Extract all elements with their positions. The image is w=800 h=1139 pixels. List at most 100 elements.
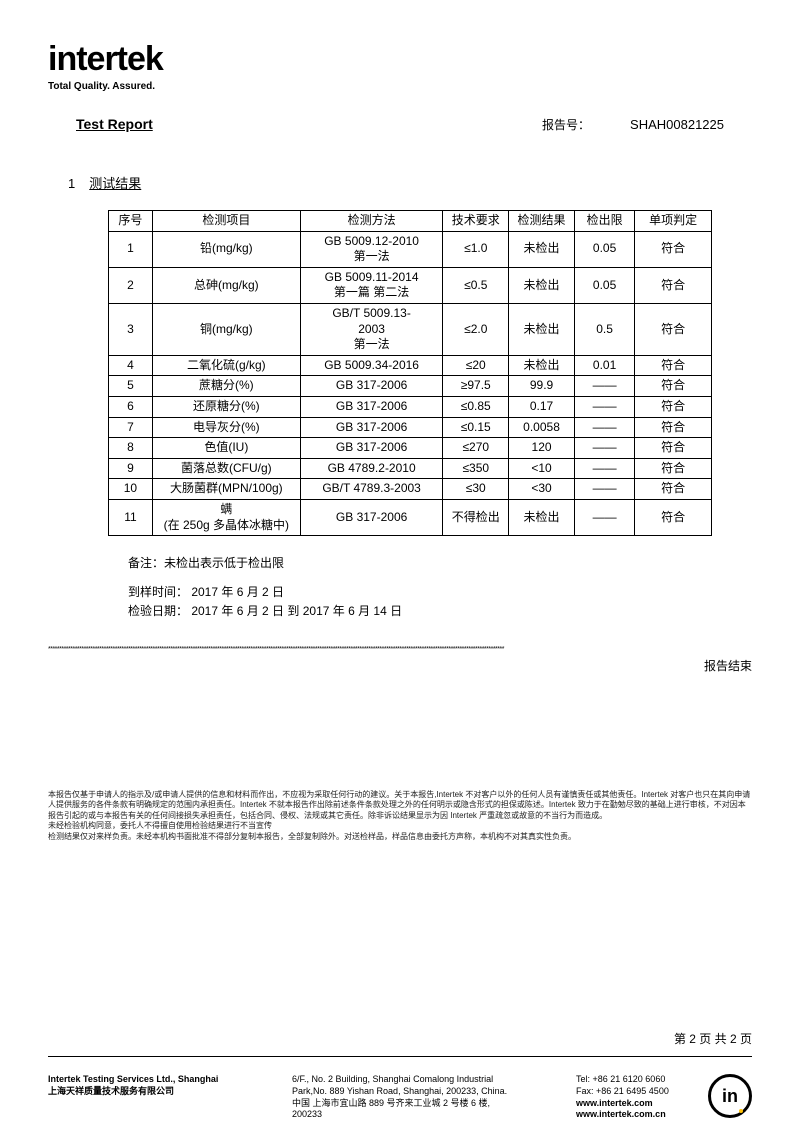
table-cell: GB 317-2006 (300, 396, 443, 417)
table-cell: ≥97.5 (443, 376, 509, 397)
table-cell: 未检出 (509, 267, 575, 303)
table-cell: ≤20 (443, 355, 509, 376)
table-cell: 3 (109, 303, 153, 355)
table-row: 7电导灰分(%)GB 317-2006≤0.150.0058——符合 (109, 417, 712, 438)
logo-tagline: Total Quality. Assured. (48, 81, 752, 92)
table-cell: GB 5009.11-2014第一篇 第二法 (300, 267, 443, 303)
table-cell: 未检出 (509, 499, 575, 535)
table-cell: 符合 (635, 499, 712, 535)
table-cell: 未检出 (509, 355, 575, 376)
table-cell: GB/T 5009.13-2003第一法 (300, 303, 443, 355)
table-cell: 总砷(mg/kg) (152, 267, 300, 303)
footer-contact: Tel: +86 21 6120 6060 Fax: +86 21 6495 4… (576, 1074, 684, 1121)
table-row: 5蔗糖分(%)GB 317-2006≥97.599.9——符合 (109, 376, 712, 397)
table-cell: ≤30 (443, 479, 509, 500)
addr-line: Park,No. 889 Yishan Road, Shanghai, 2002… (292, 1086, 552, 1098)
test-date: 检验日期： 2017 年 6 月 2 日 到 2017 年 6 月 14 日 (128, 602, 752, 621)
company-en: Intertek Testing Services Ltd., Shanghai (48, 1074, 268, 1086)
report-no: SHAH00821225 (630, 117, 724, 132)
table-cell: 120 (509, 438, 575, 459)
section-title: 测试结果 (89, 173, 141, 192)
table-cell: 5 (109, 376, 153, 397)
table-cell: 铅(mg/kg) (152, 231, 300, 267)
table-cell: 6 (109, 396, 153, 417)
table-cell: ≤0.5 (443, 267, 509, 303)
table-cell: 二氧化硫(g/kg) (152, 355, 300, 376)
addr-line: 6/F., No. 2 Building, Shanghai Comalong … (292, 1074, 552, 1086)
table-cell: 电导灰分(%) (152, 417, 300, 438)
table-cell: —— (574, 376, 634, 397)
table-row: 9菌落总数(CFU/g)GB 4789.2-2010≤350<10——符合 (109, 458, 712, 479)
table-cell: GB 317-2006 (300, 499, 443, 535)
results-table: 序号 检测项目 检测方法 技术要求 检测结果 检出限 单项判定 1铅(mg/kg… (108, 210, 712, 536)
table-cell: ≤0.85 (443, 396, 509, 417)
table-cell: 0.05 (574, 267, 634, 303)
table-row: 4二氧化硫(g/kg)GB 5009.34-2016≤20未检出0.01符合 (109, 355, 712, 376)
table-cell: ≤1.0 (443, 231, 509, 267)
table-cell: 蔗糖分(%) (152, 376, 300, 397)
table-row: 10大肠菌群(MPN/100g)GB/T 4789.3-2003≤30<30——… (109, 479, 712, 500)
table-cell: —— (574, 499, 634, 535)
fax: Fax: +86 21 6495 4500 (576, 1086, 684, 1098)
disclaimer-line: 检测结果仅对来样负责。未经本机构书面批准不得部分复制本报告，全部复制除外。对送检… (48, 832, 752, 842)
table-cell: 大肠菌群(MPN/100g) (152, 479, 300, 500)
table-cell: 0.5 (574, 303, 634, 355)
disclaimer-line: 未经检验机构同意，委托人不得擅自使用检验结果进行不当宣传 (48, 821, 752, 831)
report-header: Test Report 报告号： SHAH00821225 (48, 116, 752, 133)
table-cell: GB 4789.2-2010 (300, 458, 443, 479)
table-cell: 11 (109, 499, 153, 535)
report-title: Test Report (76, 116, 153, 132)
table-cell: —— (574, 438, 634, 459)
table-cell: ≤270 (443, 438, 509, 459)
logo-brand: intertek (48, 40, 752, 79)
footer: Intertek Testing Services Ltd., Shanghai… (48, 1074, 752, 1121)
section-heading: 1 测试结果 (48, 173, 752, 192)
table-row: 11螨(在 250g 多晶体冰糖中)GB 317-2006不得检出未检出——符合 (109, 499, 712, 535)
table-cell: 0.0058 (509, 417, 575, 438)
col-item: 检测项目 (152, 211, 300, 232)
table-cell: 螨(在 250g 多晶体冰糖中) (152, 499, 300, 535)
table-row: 3铜(mg/kg)GB/T 5009.13-2003第一法≤2.0未检出0.5符… (109, 303, 712, 355)
table-cell: —— (574, 396, 634, 417)
page-number: 第 2 页 共 2 页 (674, 1030, 752, 1047)
note-remark: 备注：未检出表示低于检出限 (128, 554, 752, 573)
table-cell: 符合 (635, 438, 712, 459)
col-result: 检测结果 (509, 211, 575, 232)
table-cell: 色值(IU) (152, 438, 300, 459)
table-header-row: 序号 检测项目 检测方法 技术要求 检测结果 检出限 单项判定 (109, 211, 712, 232)
table-cell: 9 (109, 458, 153, 479)
table-cell: 10 (109, 479, 153, 500)
table-cell: <10 (509, 458, 575, 479)
table-cell: 符合 (635, 303, 712, 355)
tel: Tel: +86 21 6120 6060 (576, 1074, 684, 1086)
table-row: 6还原糖分(%)GB 317-2006≤0.850.17——符合 (109, 396, 712, 417)
table-row: 2总砷(mg/kg)GB 5009.11-2014第一篇 第二法≤0.5未检出0… (109, 267, 712, 303)
col-seq: 序号 (109, 211, 153, 232)
disclaimer-line: 本报告仅基于申请人的指示及/或申请人提供的信息和材料而作出，不应视为采取任何行动… (48, 790, 752, 821)
table-row: 1铅(mg/kg)GB 5009.12-2010第一法≤1.0未检出0.05符合 (109, 231, 712, 267)
star-divider: ****************************************… (0, 646, 800, 653)
table-cell: 符合 (635, 458, 712, 479)
table-cell: 还原糖分(%) (152, 396, 300, 417)
table-cell: GB 5009.34-2016 (300, 355, 443, 376)
table-cell: 0.01 (574, 355, 634, 376)
table-cell: 符合 (635, 417, 712, 438)
company-logo: intertek Total Quality. Assured. (48, 40, 752, 92)
company-cn: 上海天祥质量技术服务有限公司 (48, 1086, 268, 1098)
table-row: 8色值(IU)GB 317-2006≤270120——符合 (109, 438, 712, 459)
table-cell: 未检出 (509, 231, 575, 267)
table-cell: 99.9 (509, 376, 575, 397)
sample-date: 到样时间： 2017 年 6 月 2 日 (128, 583, 752, 602)
table-cell: —— (574, 417, 634, 438)
table-cell: 7 (109, 417, 153, 438)
footer-rule (48, 1056, 752, 1057)
report-no-label: 报告号： (542, 116, 590, 133)
table-cell: 符合 (635, 396, 712, 417)
web: www.intertek.com.cn (576, 1109, 684, 1121)
table-cell: 符合 (635, 479, 712, 500)
table-cell: ≤0.15 (443, 417, 509, 438)
table-cell: GB/T 4789.3-2003 (300, 479, 443, 500)
disclaimer-block: 本报告仅基于申请人的指示及/或申请人提供的信息和材料而作出，不应视为采取任何行动… (48, 790, 752, 842)
web: www.intertek.com (576, 1098, 684, 1110)
col-method: 检测方法 (300, 211, 443, 232)
